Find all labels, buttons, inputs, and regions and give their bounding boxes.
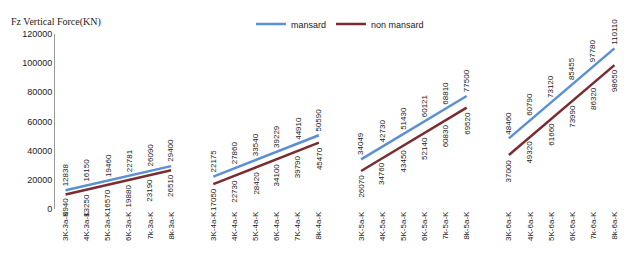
svg-text:6K-5a-K: 6K-5a-K xyxy=(420,211,429,241)
svg-text:16570: 16570 xyxy=(103,189,112,212)
svg-text:22730: 22730 xyxy=(230,180,239,203)
svg-text:33540: 33540 xyxy=(251,133,260,156)
svg-text:12838: 12838 xyxy=(61,164,70,187)
svg-text:73120: 73120 xyxy=(546,75,555,98)
svg-text:7K-4a-K: 7K-4a-K xyxy=(293,211,302,241)
svg-text:120000: 120000 xyxy=(22,29,52,39)
svg-text:5K-3a-K: 5K-3a-K xyxy=(103,211,112,241)
svg-text:4K-5a-K: 4K-5a-K xyxy=(378,211,387,241)
svg-text:98650: 98650 xyxy=(610,69,619,92)
svg-text:5K-5a-K: 5K-5a-K xyxy=(399,211,408,241)
svg-text:34100: 34100 xyxy=(272,164,281,187)
svg-text:69520: 69520 xyxy=(463,112,472,135)
svg-text:42730: 42730 xyxy=(378,120,387,143)
svg-text:60000: 60000 xyxy=(27,117,52,127)
svg-text:8k-6a-K: 8k-6a-K xyxy=(610,211,619,240)
svg-text:6K-3a-K: 6K-3a-K xyxy=(124,211,133,241)
svg-text:22781: 22781 xyxy=(125,149,134,172)
svg-text:34760: 34760 xyxy=(377,162,386,185)
svg-text:110110: 110110 xyxy=(610,19,619,45)
svg-text:4K-6a-K: 4K-6a-K xyxy=(526,211,535,241)
svg-text:60830: 60830 xyxy=(441,125,450,148)
svg-text:77500: 77500 xyxy=(462,69,471,92)
svg-text:97780: 97780 xyxy=(588,39,597,62)
svg-text:37000: 37000 xyxy=(504,160,513,183)
svg-text:86320: 86320 xyxy=(589,87,598,110)
svg-text:7k-3a-K: 7k-3a-K xyxy=(146,211,155,240)
svg-text:60790: 60790 xyxy=(525,93,534,116)
svg-text:22175: 22175 xyxy=(209,150,218,173)
svg-text:68810: 68810 xyxy=(441,82,450,105)
svg-text:13250: 13250 xyxy=(82,194,91,217)
svg-text:19460: 19460 xyxy=(104,154,113,177)
svg-text:4K-4a-K: 4K-4a-K xyxy=(230,211,239,241)
svg-text:29400: 29400 xyxy=(166,139,175,162)
svg-text:48460: 48460 xyxy=(504,112,513,135)
svg-text:19880: 19880 xyxy=(124,185,133,208)
svg-text:17050: 17050 xyxy=(209,188,218,211)
svg-text:0: 0 xyxy=(47,204,52,214)
svg-text:5K-6a-K: 5K-6a-K xyxy=(547,211,556,241)
svg-text:3K-4a-K: 3K-4a-K xyxy=(209,211,218,241)
svg-text:49320: 49320 xyxy=(525,141,534,164)
svg-text:61660: 61660 xyxy=(547,123,556,146)
svg-text:45470: 45470 xyxy=(315,147,324,170)
svg-text:85455: 85455 xyxy=(567,57,576,80)
svg-text:40000: 40000 xyxy=(27,146,52,156)
svg-text:34049: 34049 xyxy=(356,132,365,155)
svg-text:80000: 80000 xyxy=(27,87,52,97)
svg-text:26090: 26090 xyxy=(146,144,155,167)
svg-text:9940: 9940 xyxy=(61,198,70,216)
svg-text:5K-4a-K: 5K-4a-K xyxy=(251,211,260,241)
svg-text:Fz Vertical Force(KN): Fz Vertical Force(KN) xyxy=(11,16,101,28)
svg-text:26070: 26070 xyxy=(357,175,366,198)
svg-text:20000: 20000 xyxy=(27,175,52,185)
svg-text:43450: 43450 xyxy=(399,150,408,173)
svg-text:50590: 50590 xyxy=(314,109,323,132)
svg-text:mansard: mansard xyxy=(291,20,326,30)
svg-text:non mansard: non mansard xyxy=(371,20,424,30)
svg-text:16150: 16150 xyxy=(82,159,91,182)
svg-text:26510: 26510 xyxy=(166,174,175,197)
svg-text:3K-5a-K: 3K-5a-K xyxy=(357,211,366,241)
svg-text:44910: 44910 xyxy=(294,117,303,140)
svg-text:8k-5a-K: 8k-5a-K xyxy=(462,211,471,240)
svg-text:3K-3a-K: 3K-3a-K xyxy=(61,211,70,241)
svg-text:27860: 27860 xyxy=(230,142,239,165)
svg-text:7k-5a-K: 7k-5a-K xyxy=(441,211,450,240)
svg-text:52140: 52140 xyxy=(420,137,429,160)
svg-text:73990: 73990 xyxy=(568,105,577,128)
svg-text:8k-4a-K: 8k-4a-K xyxy=(314,211,323,240)
svg-text:4K-3a-K: 4K-3a-K xyxy=(82,211,91,241)
svg-text:100000: 100000 xyxy=(22,58,52,68)
svg-text:3K-6a-K: 3K-6a-K xyxy=(504,211,513,241)
svg-text:39790: 39790 xyxy=(293,155,302,178)
svg-text:51430: 51430 xyxy=(399,107,408,130)
svg-text:6K-4a-K: 6K-4a-K xyxy=(272,211,281,241)
svg-text:39229: 39229 xyxy=(272,125,281,148)
svg-text:7k-6a-K: 7k-6a-K xyxy=(589,211,598,240)
svg-text:8k-3a-K: 8k-3a-K xyxy=(167,211,176,240)
svg-text:23190: 23190 xyxy=(145,179,154,202)
svg-text:6K-6a-K: 6K-6a-K xyxy=(568,211,577,241)
svg-text:60121: 60121 xyxy=(420,94,429,117)
svg-text:28420: 28420 xyxy=(252,172,261,195)
